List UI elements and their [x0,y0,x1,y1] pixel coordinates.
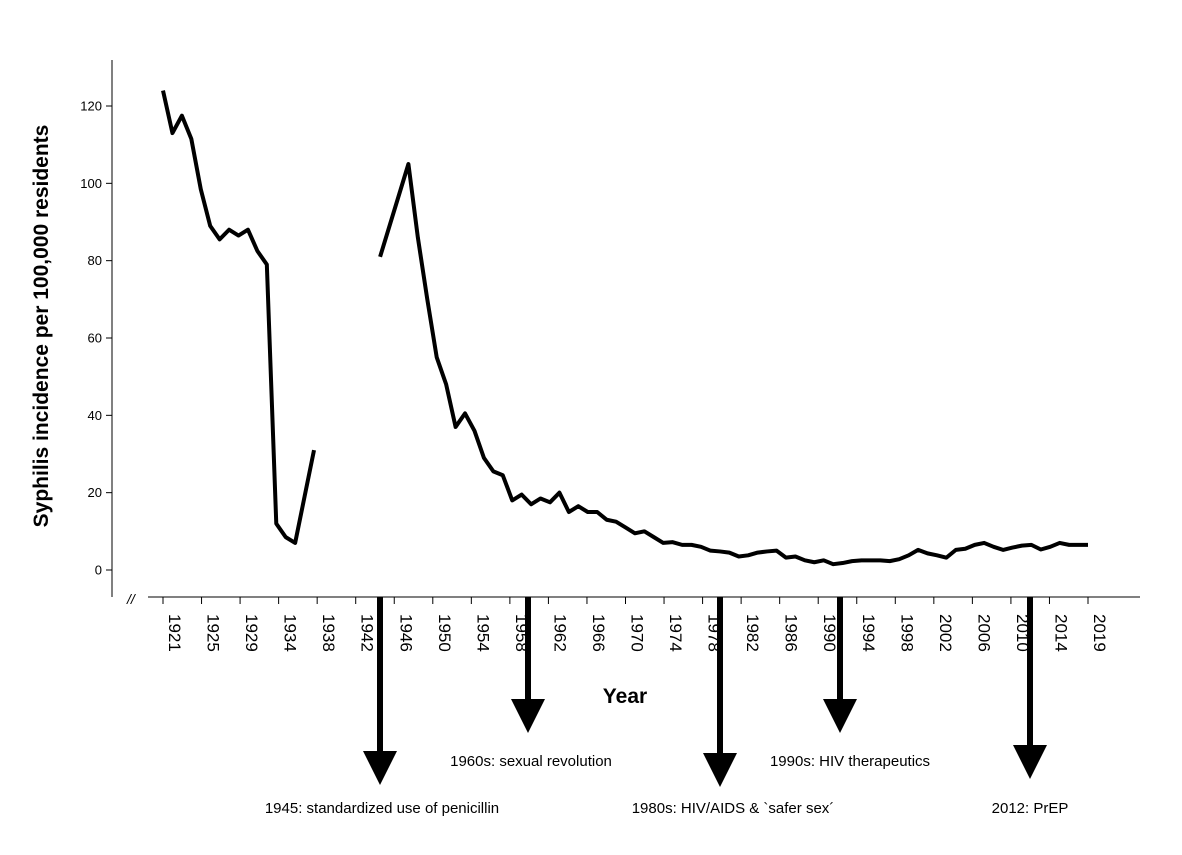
annotation-label: 2012: PrEP [992,800,1069,817]
x-tick-label: 1946 [396,614,415,652]
x-tick-label: 1982 [743,614,762,652]
y-axis: 0 20 40 60 80 100 120 [80,99,112,578]
x-tick-label: 1934 [281,614,300,652]
x-tick-label: 2002 [936,614,955,652]
x-tick-label: 2014 [1051,614,1070,652]
y-tick-label: 20 [88,485,102,500]
x-tick-label: 1925 [204,614,223,652]
plot-frame [111,60,1140,598]
annotation-3: 1980s: HIV/AIDS & `safer sex´ [632,597,835,817]
x-tick-label: 1986 [782,614,801,652]
y-tick-label: 40 [88,408,102,423]
annotation-arrow-head [703,753,737,787]
annotation-label: 1960s: sexual revolution [450,753,612,770]
annotation-arrow-head [1013,745,1047,779]
x-tick-label: 1962 [550,614,569,652]
x-tick-label: 2006 [974,614,993,652]
x-tick-label: 1998 [897,614,916,652]
x-tick-label: 1921 [165,614,184,652]
x-tick-label: 1950 [435,614,454,652]
x-tick-label: 1966 [589,614,608,652]
y-tick-label: 0 [95,563,102,578]
annotation-2: 1960s: sexual revolution [450,597,612,770]
annotation-arrow-head [511,699,545,733]
annotation-5: 2012: PrEP [992,597,1069,817]
x-tick-label: 1990 [820,614,839,652]
x-tick-label: 1942 [358,614,377,652]
annotation-arrow-head [823,699,857,733]
axis-break-symbol: // [126,591,137,607]
x-tick-label: 1929 [242,614,261,652]
series-line-segment-1 [161,90,316,545]
annotation-label: 1990s: HIV therapeutics [770,753,930,770]
y-axis-title: Syphilis incidence per 100,000 residents [30,125,53,528]
annotation-label: 1945: standardized use of penicillin [265,800,499,817]
y-tick-label: 100 [80,176,102,191]
y-tick-label: 120 [80,99,102,114]
series-lines [161,90,1088,567]
series-line-segment-2 [378,162,1088,567]
x-tick-label: 1970 [628,614,647,652]
annotation-arrow-head [363,751,397,785]
x-axis-title: Year [603,685,647,708]
y-tick-label: 60 [88,331,102,346]
annotations: 1945: standardized use of penicillin 1960… [265,597,1069,817]
x-tick-label: 1954 [473,614,492,652]
x-tick-label: 1974 [666,614,685,652]
annotation-label: 1980s: HIV/AIDS & `safer sex´ [632,800,835,817]
annotation-4: 1990s: HIV therapeutics [770,597,930,770]
annotation-1: 1945: standardized use of penicillin [265,597,499,817]
y-tick-label: 80 [88,253,102,268]
x-tick-label: 2019 [1090,614,1109,652]
x-axis: 1921 1925 1929 1934 1938 1942 1946 1950 1954 1958… [162,597,1109,652]
x-tick-label: 1938 [319,614,338,652]
x-tick-label: 1994 [859,614,878,652]
